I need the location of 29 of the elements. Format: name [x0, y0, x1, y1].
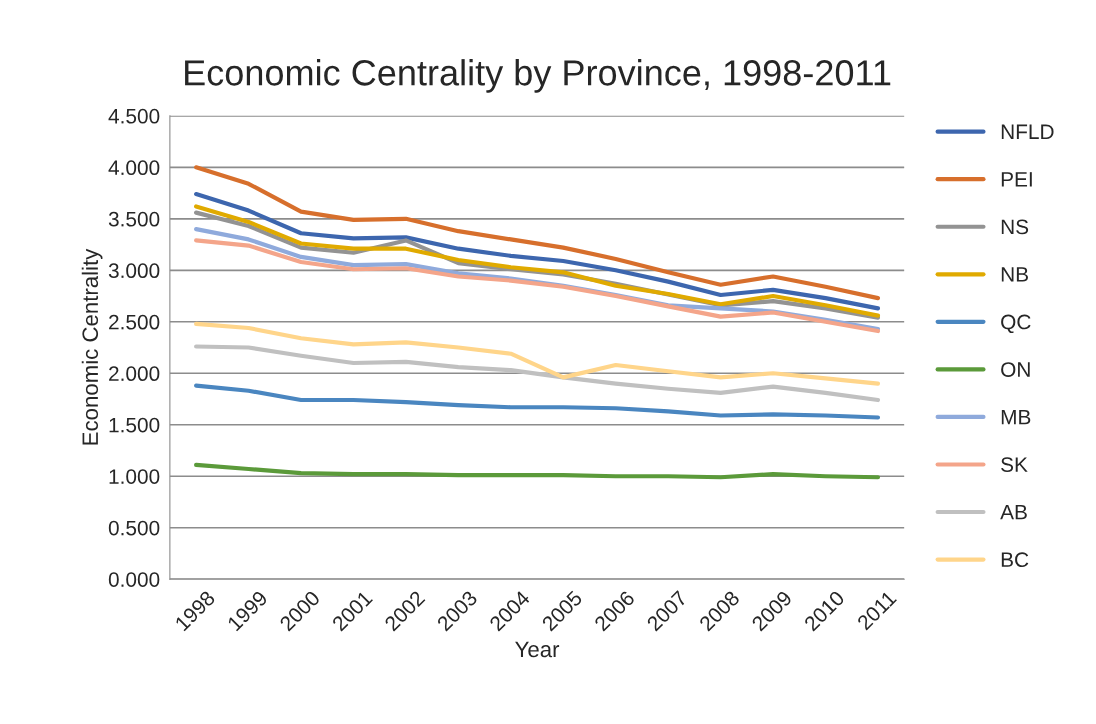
line-series	[194, 165, 881, 301]
y-tick-label: 4.000	[108, 160, 160, 176]
legend-label: MB	[1001, 409, 1031, 425]
legend-label: PEI	[1001, 172, 1032, 187]
y-tick-label: 0.500	[108, 520, 160, 536]
legend-label: NB	[1001, 267, 1028, 282]
legend-label: QC	[1001, 314, 1031, 334]
y-tick-label: 2.000	[109, 366, 160, 382]
line-series	[194, 344, 881, 403]
line-series	[194, 192, 881, 311]
y-tick-label: 1.500	[109, 417, 160, 433]
legend-label: NFLD	[1001, 124, 1054, 139]
y-tick-label: 2.500	[109, 314, 160, 330]
line-series	[194, 383, 881, 420]
line-series	[194, 321, 881, 386]
y-tick-label: 3.500	[108, 211, 160, 227]
y-tick-label: 1.000	[109, 469, 160, 484]
x-axis-title: Year	[515, 641, 560, 658]
legend-label: NS	[1001, 219, 1029, 235]
y-tick-label: 0.000	[108, 572, 160, 587]
legend-label: AB	[1000, 504, 1027, 520]
line-series	[194, 462, 881, 480]
y-tick-label: 3.000	[108, 263, 160, 279]
legend-label: BC	[1001, 552, 1029, 568]
legend-label: ON	[1001, 362, 1030, 377]
chart-title: Economic Centrality by Province, 1998-2011	[185, 59, 891, 93]
legend-label: SK	[1001, 457, 1028, 472]
y-axis-title: Economic Centrality	[81, 248, 103, 445]
y-tick-label: 4.500	[108, 108, 160, 124]
